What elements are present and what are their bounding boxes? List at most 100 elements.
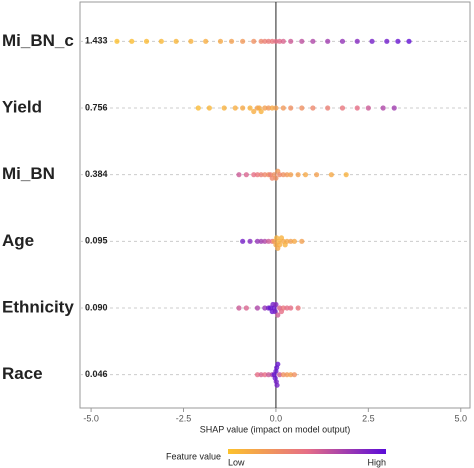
shap-point (262, 372, 268, 378)
shap-point (240, 105, 246, 111)
shap-point (262, 172, 268, 178)
shap-point (280, 372, 286, 378)
shap-point (328, 172, 334, 178)
shap-point (262, 238, 268, 244)
shap-point (288, 372, 294, 378)
x-axis-label: SHAP value (impact on model output) (200, 424, 350, 434)
feature-name: Mi_BN_c (2, 31, 74, 50)
shap-point (284, 172, 290, 178)
shap-point (277, 372, 283, 378)
shap-point (247, 105, 253, 111)
shap-point (265, 238, 272, 244)
shap-point (339, 38, 346, 44)
shap-point (251, 172, 257, 178)
shap-point (384, 38, 390, 44)
shap-point (173, 38, 179, 44)
shap-point (262, 105, 268, 111)
shap-point (258, 172, 264, 178)
colorbar (228, 449, 386, 454)
shap-point (406, 38, 412, 44)
shap-point (258, 238, 264, 244)
shap-point (369, 38, 375, 44)
shap-point (280, 105, 286, 111)
shap-point (299, 105, 305, 111)
x-tick-label: 2.5 (362, 413, 375, 423)
shap-point (339, 105, 346, 111)
shap-point (228, 38, 235, 44)
shap-point (310, 105, 316, 111)
shap-point (129, 38, 135, 44)
shap-point (206, 105, 212, 111)
shap-point (265, 38, 272, 44)
shap-point (284, 238, 290, 244)
shap-point (203, 38, 209, 44)
shap-point (291, 238, 298, 244)
shap-point (277, 242, 283, 248)
shap-point (195, 105, 201, 111)
shap-point (273, 105, 279, 111)
shap-point (143, 38, 150, 44)
shap-point (262, 38, 268, 44)
shap-point (275, 361, 281, 367)
shap-point (288, 38, 294, 44)
shap-point (288, 105, 294, 111)
shap-point (188, 38, 194, 44)
shap-point (280, 305, 286, 311)
shap-point (288, 305, 294, 311)
shap-point (273, 175, 279, 181)
shap-point (280, 38, 286, 44)
shap-point (236, 305, 242, 311)
shap-point (254, 372, 261, 378)
shap-point (299, 238, 305, 244)
shap-point (273, 301, 279, 308)
shap-point (265, 372, 272, 378)
feature-name: Race (2, 364, 43, 383)
x-tick-label: -2.5 (176, 413, 192, 423)
shap-point (274, 382, 280, 388)
shap-point (269, 38, 275, 44)
shap-point (391, 105, 397, 111)
shap-point (269, 105, 275, 111)
shap-point (284, 305, 290, 311)
importance-label: 0.095 (85, 236, 108, 246)
shap-point (236, 172, 242, 178)
shap-point (295, 172, 301, 178)
shap-point (254, 238, 261, 244)
shap-point (251, 108, 257, 115)
shap-point (273, 38, 279, 44)
x-tick-label: 5.0 (455, 413, 468, 423)
plot-frame (79, 1, 471, 409)
shap-point (284, 372, 290, 378)
feature-name: Yield (2, 97, 42, 116)
shap-point (232, 105, 238, 111)
shap-point (277, 38, 283, 44)
shap-point (310, 38, 316, 44)
shap-point (221, 105, 227, 111)
feature-name: Ethnicity (2, 297, 74, 316)
shap-point (243, 305, 249, 311)
shap-point (395, 38, 401, 44)
shap-point (295, 305, 301, 311)
feature-name: Age (2, 231, 34, 250)
importance-label: 1.433 (85, 36, 108, 46)
shap-point (354, 105, 360, 111)
importance-label: 0.046 (85, 369, 108, 379)
importance-label: 0.756 (85, 102, 108, 112)
colorbar-label: Feature value (166, 451, 221, 461)
shap-point (313, 172, 320, 178)
feature-name: Mi_BN (2, 164, 55, 183)
shap-point (258, 108, 264, 115)
shap-point (254, 305, 261, 311)
shap-point (354, 38, 360, 44)
shap-point (158, 38, 164, 44)
shap-point (275, 312, 281, 318)
x-tick-label: 0.0 (270, 413, 283, 423)
shap-point (277, 172, 283, 178)
shap-point (380, 105, 386, 111)
shap-point (240, 238, 246, 244)
shap-point (114, 38, 120, 44)
shap-point (365, 105, 371, 111)
shap-point (280, 172, 286, 178)
shap-point (262, 305, 268, 311)
